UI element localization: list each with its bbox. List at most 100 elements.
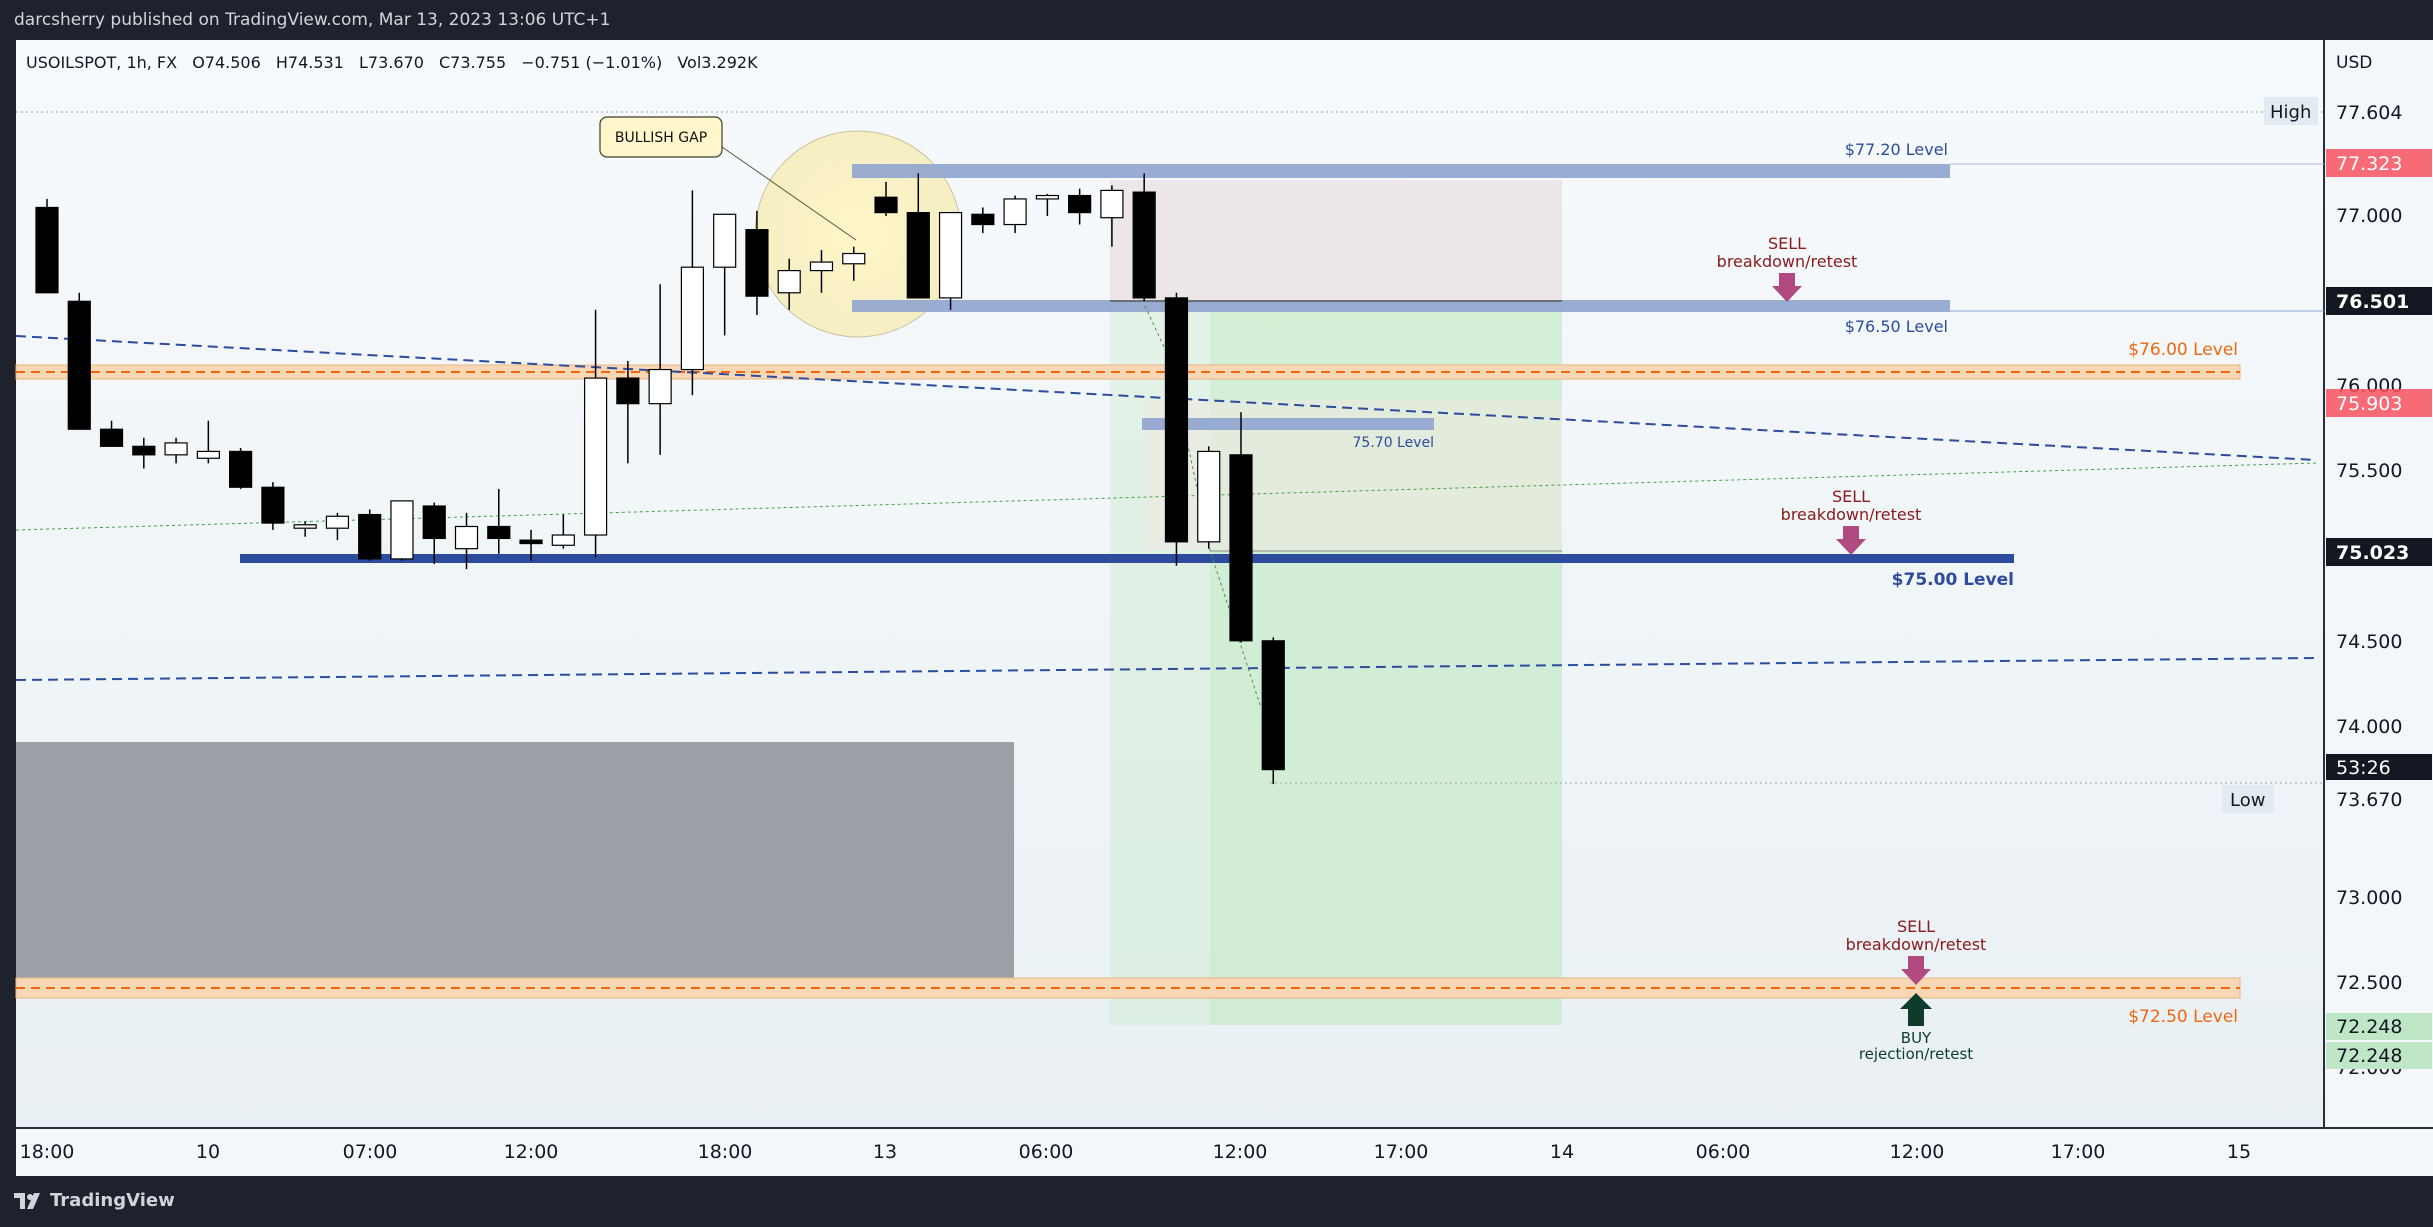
price-tag-77323: 77.323 (2336, 153, 2402, 175)
candle-bullish (164, 442, 188, 456)
sell-signal-1-word: SELL (1768, 234, 1806, 253)
candle-bearish (1229, 454, 1253, 642)
legend-symbol: USOILSPOT, 1h, FX (26, 53, 177, 72)
time-scale-area[interactable] (16, 1128, 2433, 1176)
time-scale[interactable]: 18:00 10 07:00 12:00 18:00 13 06:00 12:0… (20, 1141, 2251, 1163)
legend-close: C73.755 (439, 53, 506, 72)
candle-bullish (809, 261, 834, 272)
candle-bearish (616, 377, 640, 405)
level-7600-label: $76.00 Level (2128, 340, 2238, 360)
price-tag-76501: 76.501 (2336, 291, 2409, 313)
projection-path (1144, 305, 1261, 706)
short-position-risk (1110, 180, 1562, 300)
level-7500-band (240, 554, 2014, 563)
bullish-gap-callout: BULLISH GAP (599, 116, 857, 241)
price-tick: 72.500 (2336, 972, 2402, 994)
candle-bullish (1100, 189, 1124, 219)
sell-signal-1: SELL breakdown/retest (1717, 234, 1857, 302)
sell-signal-2-word: SELL (1832, 487, 1870, 506)
sell-signal-2: SELL breakdown/retest (1781, 487, 1921, 555)
level-7650-band (852, 300, 1950, 312)
price-tick: 74.500 (2336, 631, 2402, 653)
level-7500-label: $75.00 Level (1892, 570, 2014, 590)
candle-bearish (358, 513, 382, 560)
price-tick: 75.500 (2336, 460, 2402, 482)
candle-bullish (583, 377, 608, 536)
sell-signal-3-sub: breakdown/retest (1846, 935, 1987, 954)
candle-bearish (1261, 640, 1285, 771)
candle-bearish (1164, 297, 1189, 543)
tradingview-logo[interactable]: TradingView (14, 1190, 175, 1211)
level-7720-label: $77.20 Level (1845, 140, 1948, 159)
legend-high: H74.531 (276, 53, 344, 72)
candle-bullish (1003, 198, 1027, 226)
legend-low: L73.670 (359, 53, 424, 72)
publish-info: darcsherry published on TradingView.com,… (14, 10, 611, 30)
price-tag-72248-b: 72.248 (2336, 1045, 2402, 1067)
level-7650-label: $76.50 Level (1845, 317, 1948, 336)
candle-bullish (938, 211, 963, 299)
legend-change: −0.751 (−1.01%) (521, 53, 662, 72)
symbol-legend[interactable]: USOILSPOT, 1h, FX O74.506 H74.531 L73.67… (26, 53, 758, 72)
candle-bullish (648, 368, 672, 405)
sell-signal-3-word: SELL (1897, 917, 1935, 936)
tradingview-logo-icon (14, 1192, 40, 1209)
candle-bearish (1132, 191, 1156, 299)
publish-header: darcsherry published on TradingView.com,… (0, 0, 2433, 40)
price-tags: 77.604 77.323 76.501 75.903 75.023 53:26… (2326, 99, 2432, 1069)
time-tick: 18:00 (20, 1141, 75, 1163)
time-tick: 06:00 (1696, 1141, 1751, 1163)
candle-bearish (906, 211, 930, 299)
price-tag-75023: 75.023 (2336, 542, 2409, 564)
currency-label: USD (2336, 53, 2372, 73)
buy-signal-word: BUY (1901, 1029, 1932, 1047)
legend-open: O74.506 (192, 53, 261, 72)
level-7570-band (1142, 418, 1434, 430)
candle-bearish (1068, 194, 1092, 214)
time-tick: 06:00 (1019, 1141, 1074, 1163)
candle-bullish (551, 534, 575, 546)
time-tick: 14 (1550, 1141, 1574, 1163)
candle-bearish (971, 213, 995, 226)
candle-bearish (487, 525, 511, 540)
buy-arrow-icon (1900, 993, 1932, 1026)
candle-bearish (132, 445, 156, 456)
candle-bullish (1035, 194, 1059, 200)
candle-bearish (35, 206, 59, 294)
candle-bearish (229, 450, 253, 488)
candle-bearish (745, 229, 769, 297)
sell-arrow-2-icon (1836, 526, 1866, 555)
candle-bullish (713, 213, 737, 268)
price-scale-area[interactable] (2324, 40, 2433, 1128)
time-tick: 17:00 (2051, 1141, 2106, 1163)
time-tick: 12:00 (504, 1141, 559, 1163)
legend-volume: Vol3.292K (677, 53, 758, 72)
price-tick: 73.000 (2336, 887, 2402, 909)
bullish-gap-label: BULLISH GAP (615, 130, 707, 146)
candle-bullish (196, 450, 220, 459)
sell-arrow-3-icon (1901, 956, 1931, 985)
candle-bullish (680, 266, 705, 371)
time-tick: 12:00 (1890, 1141, 1945, 1163)
time-tick: 18:00 (698, 1141, 753, 1163)
price-chart[interactable]: BULLISH GAP $77.20 Level $76.50 Level $7… (0, 40, 2433, 1176)
svg-text:USOILSPOT, 1h, FX O74.50: USOILSPOT, 1h, FX O74.506 H74.531 L73.67… (26, 53, 758, 72)
grey-demand-zone (16, 742, 1014, 988)
candle-bullish (293, 524, 317, 529)
low-price-tag: 73.670 (2336, 789, 2402, 811)
price-tag-75903: 75.903 (2336, 393, 2402, 415)
level-7570-label: 75.70 Level (1353, 435, 1434, 451)
level-7250-label: $72.50 Level (2128, 1007, 2238, 1027)
candle-bullish (1197, 450, 1221, 543)
tradingview-brand: TradingView (50, 1190, 175, 1211)
time-tick: 17:00 (1374, 1141, 1429, 1163)
price-tick: 74.000 (2336, 716, 2402, 738)
candle-bullish (454, 525, 479, 550)
candle-bullish (325, 515, 350, 529)
candle-bearish (422, 505, 446, 540)
time-tick: 13 (873, 1141, 897, 1163)
time-tick: 07:00 (343, 1141, 398, 1163)
candle-bearish (519, 539, 543, 545)
candle-bearish (99, 428, 124, 447)
high-price-tag: 77.604 (2336, 102, 2402, 124)
